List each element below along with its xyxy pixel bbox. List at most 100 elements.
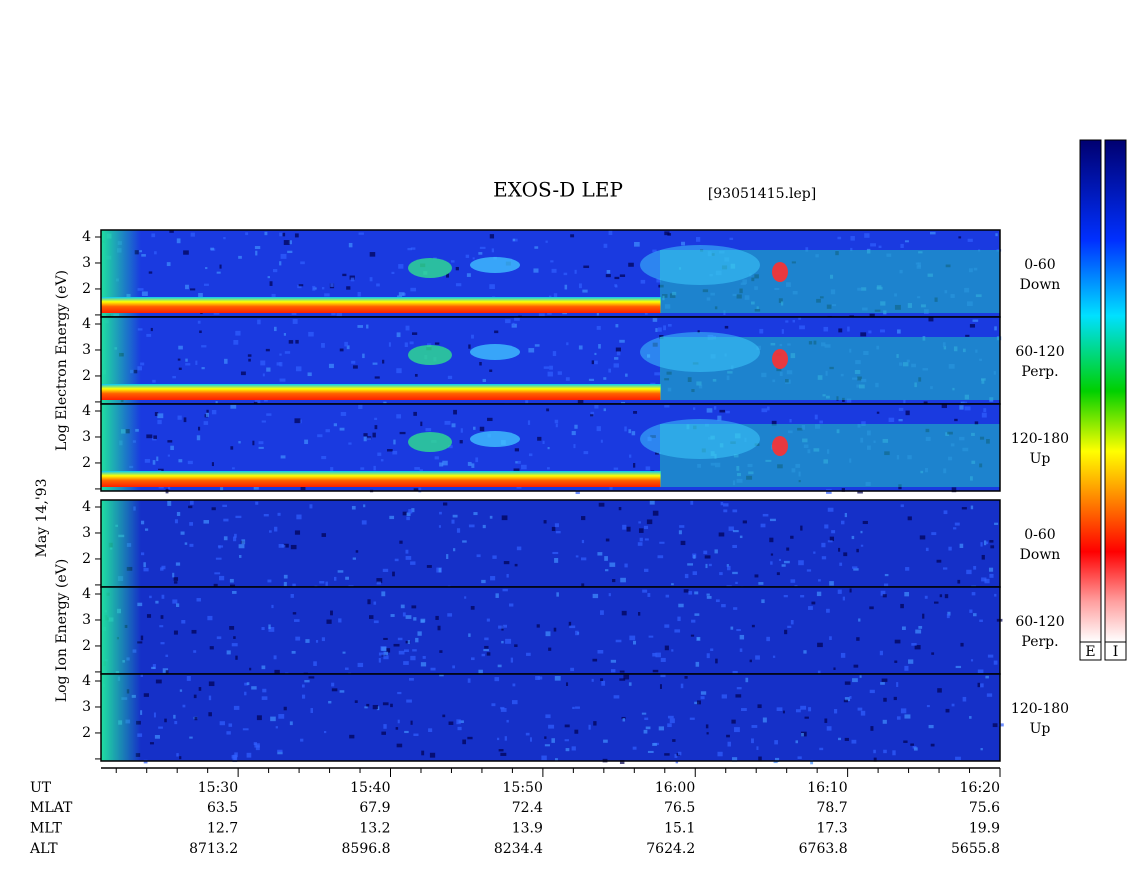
spectrogram-texture	[970, 505, 974, 510]
spectrogram-texture	[393, 643, 400, 647]
row-value: 12.7	[207, 821, 238, 837]
spectrogram-texture	[390, 703, 393, 708]
spectrogram-texture	[821, 556, 827, 560]
spectrogram-texture	[783, 594, 788, 598]
spectrogram-texture	[471, 334, 474, 339]
spectrogram-texture	[447, 613, 453, 617]
spectrogram-texture	[918, 625, 923, 629]
spectrogram-texture	[179, 756, 182, 760]
spectrogram-texture	[667, 233, 672, 236]
spectrogram-texture	[667, 715, 674, 719]
spectrogram-texture	[437, 625, 441, 631]
spectrogram-texture	[473, 512, 478, 516]
spectrogram-texture	[664, 753, 670, 756]
spectrogram-texture	[199, 330, 202, 334]
row-value: 19.9	[969, 821, 1000, 837]
spectrogram-texture	[489, 369, 493, 372]
spectrogram-texture	[407, 247, 413, 251]
spectrogram-texture	[442, 460, 448, 466]
spectrogram-texture	[140, 362, 145, 366]
spectrogram-texture	[173, 577, 179, 581]
spectrogram-texture	[742, 520, 747, 524]
spectrogram-texture	[405, 549, 409, 554]
row-value: 7624.2	[646, 841, 695, 857]
spectrogram-texture	[903, 740, 908, 743]
spectrogram-texture	[154, 251, 157, 255]
y-tick-label: 3	[82, 255, 91, 271]
spectrogram-texture	[760, 523, 766, 528]
spectrogram-band	[101, 471, 661, 487]
spectrogram-texture	[655, 328, 658, 333]
spectrogram-texture	[749, 659, 752, 663]
spectrogram-texture	[652, 669, 659, 673]
spectrogram-texture	[700, 696, 705, 700]
spectrogram-texture	[657, 555, 664, 559]
spectrogram-texture	[837, 236, 842, 240]
spectrogram-texture	[273, 326, 277, 332]
spectrogram-texture	[380, 459, 384, 462]
spectrogram-texture	[198, 687, 202, 691]
spectrogram-texture	[951, 487, 957, 493]
spectrogram-texture	[838, 737, 841, 741]
spectrogram-texture	[767, 406, 770, 411]
spectrogram-texture	[878, 245, 882, 249]
spectrogram-texture	[246, 752, 252, 758]
spectrogram-texture	[321, 287, 325, 290]
spectrogram-texture	[880, 682, 885, 685]
spectrogram-texture	[731, 719, 736, 724]
spectrogram-texture	[694, 701, 700, 705]
spectrogram-texture	[632, 640, 637, 645]
spectrogram-texture	[140, 552, 145, 556]
spectrogram-texture	[672, 739, 676, 742]
row-value: 67.9	[359, 800, 390, 816]
spectrogram-texture	[251, 686, 257, 690]
spectrogram-texture	[178, 459, 183, 463]
spectrogram-texture	[155, 679, 162, 684]
spectrogram-texture	[446, 554, 449, 559]
spectrogram-texture	[612, 579, 616, 583]
spectrogram-texture	[291, 312, 297, 315]
spectrogram-texture	[197, 426, 201, 431]
spectrogram-texture	[998, 723, 1004, 727]
spectrogram-texture	[557, 371, 562, 375]
spectrogram-texture	[660, 657, 666, 662]
spectrogram-texture	[619, 760, 625, 765]
spectrogram-texture	[984, 578, 990, 584]
spectrogram-texture	[678, 603, 684, 608]
y-tick-label: 2	[82, 638, 91, 654]
spectrogram-texture	[834, 709, 838, 714]
spectrogram-texture	[719, 409, 726, 413]
spectrogram-texture	[473, 426, 476, 430]
spectrogram-texture	[624, 426, 627, 432]
spectrogram-texture	[690, 634, 695, 637]
spectrogram-texture	[271, 293, 276, 299]
spectrogram-texture	[596, 426, 601, 432]
spectrogram-texture	[300, 485, 306, 491]
spectrogram-texture	[376, 581, 381, 585]
spectrogram-texture	[930, 743, 935, 747]
spectrogram-texture	[826, 608, 830, 613]
spectrogram-texture	[550, 260, 554, 263]
spectrogram-texture	[624, 563, 628, 568]
spectrogram-texture	[174, 519, 178, 524]
spectrogram-texture	[838, 547, 841, 552]
spectrogram-texture	[178, 367, 182, 370]
spectrogram-texture	[566, 342, 569, 346]
spectrogram-texture	[489, 234, 495, 239]
spectrogram-texture	[552, 551, 559, 555]
spectrogram-texture	[545, 631, 551, 637]
spectrogram-texture	[957, 579, 961, 584]
spectrogram-texture	[555, 530, 561, 534]
spectrogram-texture	[242, 728, 249, 731]
spectrogram-texture	[622, 524, 627, 530]
spectrogram-texture	[325, 581, 328, 586]
spectrogram-texture	[395, 727, 399, 730]
spectrogram-texture	[621, 716, 626, 720]
spectrogram-texture	[732, 530, 739, 533]
panel-label: 60-120	[1015, 614, 1064, 630]
spectrogram-texture	[537, 436, 542, 441]
spectrogram-texture	[893, 696, 897, 701]
spectrogram-texture	[233, 636, 236, 639]
spectrogram-texture	[888, 417, 895, 422]
spectrogram-texture	[805, 247, 809, 252]
